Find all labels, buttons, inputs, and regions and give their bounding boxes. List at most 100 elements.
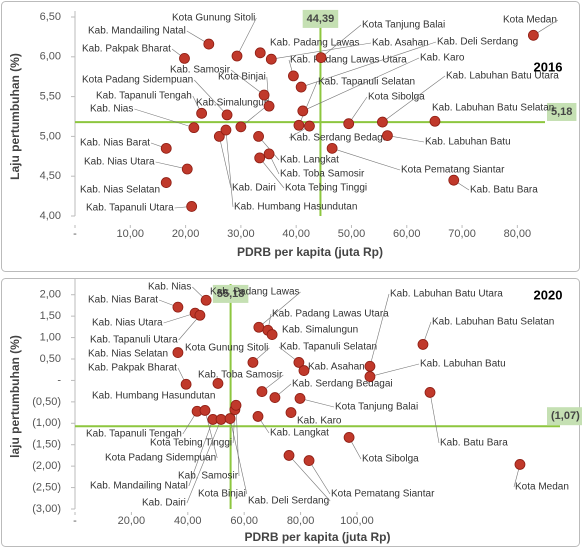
data-point bbox=[199, 405, 211, 416]
point-label: Kab. Deli Serdang bbox=[437, 37, 518, 48]
y-axis-title: Laju pertumbuhan (%) bbox=[8, 53, 22, 180]
point-label: Kab. Tapanuli Utara bbox=[90, 335, 178, 346]
data-point bbox=[295, 81, 307, 93]
leader-line bbox=[382, 75, 446, 123]
data-point bbox=[514, 459, 526, 470]
point-label: Kab. Karo bbox=[297, 416, 342, 427]
y-tick-label: 1,00 bbox=[40, 331, 61, 343]
point-label: Kab. Serdang Bedagai bbox=[290, 133, 391, 144]
point-label: Kab. Humbang Hasundutan bbox=[234, 202, 357, 213]
data-point bbox=[196, 107, 208, 119]
data-point bbox=[265, 53, 277, 65]
y-tick-label: 6,00 bbox=[40, 51, 61, 63]
leader-line bbox=[163, 312, 196, 324]
y-axis-title: laju pertumbuhan (%) bbox=[8, 335, 22, 458]
leader-line bbox=[188, 419, 214, 487]
x-tick-label: - bbox=[73, 515, 77, 527]
point-label: Kab. Tapanuli Selatan bbox=[318, 77, 415, 88]
reference-label-x-box bbox=[302, 9, 339, 28]
x-tick-label: 80,00 bbox=[504, 228, 532, 240]
point-label: Kab. Labuhan Batu Selatan bbox=[432, 103, 554, 114]
point-label: Kab. Nias bbox=[148, 282, 191, 293]
point-label: Kota Sibolga bbox=[362, 454, 419, 465]
data-point bbox=[188, 122, 200, 134]
leader-line bbox=[236, 17, 257, 57]
data-point bbox=[215, 414, 227, 425]
point-label: Kab. Batu Bara bbox=[470, 185, 538, 196]
point-label: Kab. Toba Samosir bbox=[198, 370, 283, 381]
data-point bbox=[424, 387, 436, 398]
data-point bbox=[364, 371, 376, 382]
point-label: Kab. Nias Selatan bbox=[88, 349, 168, 360]
point-label: Kota Medan bbox=[503, 15, 557, 26]
leader-line bbox=[369, 363, 420, 377]
data-point bbox=[179, 52, 190, 64]
leader-line bbox=[301, 41, 437, 88]
leader-line bbox=[387, 135, 425, 143]
x-tick-label: 60,00 bbox=[230, 515, 258, 527]
point-label: Kota Sibolga bbox=[368, 92, 425, 103]
point-label: Kota Binjai bbox=[218, 72, 266, 83]
data-point bbox=[253, 321, 265, 333]
data-point bbox=[263, 100, 275, 112]
point-label: Kota Tanjung Balai bbox=[362, 20, 445, 31]
leader-line bbox=[193, 79, 228, 116]
point-label: Kab. Nias Selatan bbox=[80, 185, 160, 196]
leader-line bbox=[232, 409, 236, 444]
data-point bbox=[172, 301, 184, 313]
data-point bbox=[293, 357, 305, 368]
leader-line bbox=[308, 460, 331, 495]
point-label: Kota Pematang Siantar bbox=[401, 165, 505, 176]
point-label: Kota Padang Sidempuan bbox=[105, 453, 216, 464]
data-point bbox=[364, 360, 376, 372]
leader-line bbox=[429, 392, 440, 444]
x-tick-label: 40,00 bbox=[282, 228, 310, 240]
leader-line bbox=[134, 108, 194, 128]
data-point bbox=[180, 378, 192, 390]
data-point bbox=[285, 407, 297, 418]
point-label: Kab. Padang Lawas Utara bbox=[290, 55, 407, 66]
x-tick-label: 20,00 bbox=[118, 515, 146, 527]
point-label: Kab. Samosir bbox=[178, 471, 239, 482]
point-label: Kota Medan bbox=[515, 482, 569, 493]
y-tick-label: (2,50) bbox=[32, 481, 61, 493]
y-tick-label: (0,50) bbox=[32, 396, 61, 408]
data-point bbox=[200, 294, 212, 306]
point-label: Kab. Asahan bbox=[372, 38, 429, 49]
point-label: Kab. Labuhan Batu Selatan bbox=[432, 317, 554, 328]
y-tick-label: (1,50) bbox=[32, 439, 61, 451]
point-label: Kab. Labuhan Batu Utara bbox=[390, 289, 503, 300]
point-label: Kab. Labuhan Batu Utara bbox=[446, 71, 559, 82]
point-label: Kab. Nias Utara bbox=[92, 318, 163, 329]
point-label: Kab. Padang Lawas bbox=[210, 287, 300, 298]
point-label: Kab. Tapanuli Tengah bbox=[86, 429, 182, 440]
point-label: Kab. Samosir bbox=[170, 65, 231, 76]
y-tick-label: 4,00 bbox=[40, 210, 61, 222]
y-tick-label: (2,00) bbox=[32, 460, 61, 472]
data-point bbox=[258, 89, 270, 101]
reference-label-y: 5,18 bbox=[551, 106, 572, 118]
data-point bbox=[254, 47, 266, 59]
point-label: Kab. Toba Samosir bbox=[280, 169, 365, 180]
data-point bbox=[224, 413, 236, 424]
x-tick-label: 100,00 bbox=[340, 515, 374, 527]
year-label: 2020 bbox=[534, 287, 563, 302]
point-label: Kab. Mandailing Natal bbox=[90, 481, 188, 492]
data-point bbox=[343, 432, 355, 443]
point-label: Kab. Labuhan Batu bbox=[425, 137, 511, 148]
data-point bbox=[263, 148, 275, 160]
reference-label-y-box bbox=[547, 407, 582, 426]
point-label: Kab. Langkat bbox=[280, 155, 339, 166]
data-point bbox=[382, 130, 393, 142]
x-tick-label: - bbox=[73, 228, 77, 240]
point-label: Kab. Nias Barat bbox=[88, 295, 158, 306]
x-tick-label: 30,00 bbox=[227, 228, 255, 240]
leader-line bbox=[259, 157, 285, 189]
leader-line bbox=[219, 136, 232, 189]
data-point bbox=[417, 339, 429, 350]
leader-line bbox=[186, 419, 222, 504]
x-axis-title: PDRB per kapita (juta Rp) bbox=[244, 530, 390, 544]
leader-line bbox=[155, 161, 188, 170]
panel-border bbox=[1, 1, 580, 272]
point-label: Kab. Tapanuli Tengah bbox=[96, 91, 192, 102]
